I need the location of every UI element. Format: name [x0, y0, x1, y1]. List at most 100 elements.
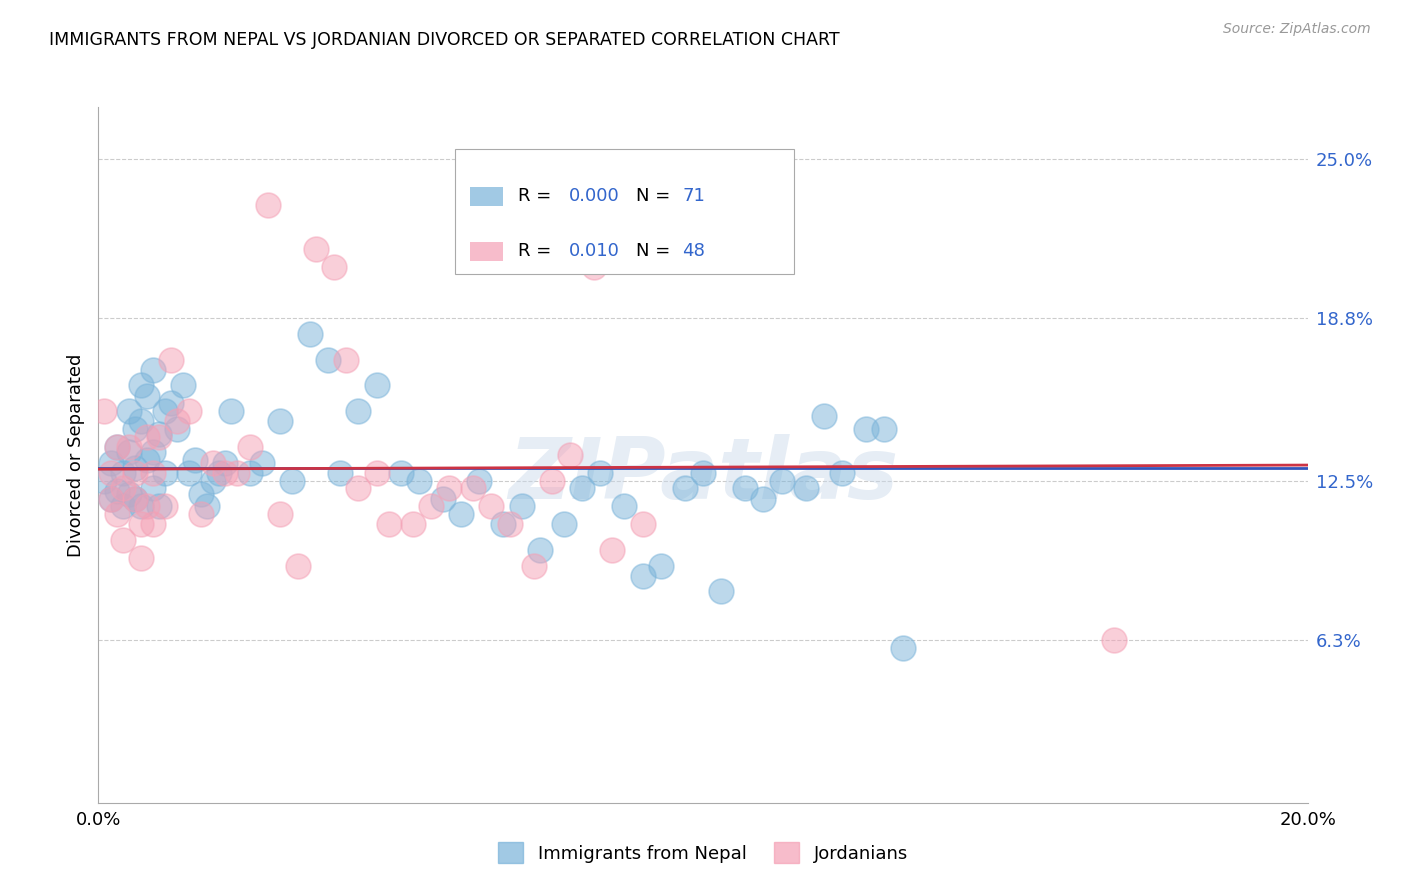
Point — [347, 482, 370, 496]
Point — [377, 517, 399, 532]
Point — [408, 474, 430, 488]
Point — [553, 517, 575, 532]
Point — [214, 456, 236, 470]
Point — [281, 474, 304, 488]
Point — [269, 507, 291, 521]
Point — [93, 404, 115, 418]
Point — [142, 445, 165, 459]
Point — [305, 242, 328, 256]
Point — [571, 482, 593, 496]
Point — [329, 466, 352, 480]
Point — [631, 517, 654, 532]
Point — [100, 466, 122, 480]
Point — [202, 474, 225, 488]
Point — [124, 491, 146, 506]
Point — [226, 466, 249, 480]
FancyBboxPatch shape — [470, 242, 503, 261]
Point — [710, 584, 733, 599]
Point — [389, 466, 412, 480]
Point — [105, 483, 128, 498]
Point — [873, 422, 896, 436]
Point — [111, 500, 134, 514]
Point — [692, 466, 714, 480]
Point — [481, 500, 503, 514]
Point — [510, 500, 533, 514]
Point — [450, 507, 472, 521]
Text: 48: 48 — [682, 243, 706, 260]
Point — [583, 260, 606, 274]
Point — [153, 500, 176, 514]
Point — [118, 440, 141, 454]
Text: ZIPatlas: ZIPatlas — [508, 434, 898, 517]
Point — [190, 486, 212, 500]
Point — [287, 558, 309, 573]
Point — [135, 389, 157, 403]
Point — [195, 500, 218, 514]
Point — [129, 500, 152, 514]
Point — [420, 500, 443, 514]
Point — [323, 260, 346, 274]
Point — [540, 474, 562, 488]
Point — [529, 543, 551, 558]
Point — [335, 352, 357, 367]
Text: N =: N = — [637, 243, 676, 260]
Point — [221, 404, 243, 418]
Point — [118, 404, 141, 418]
Point — [855, 422, 877, 436]
Point — [184, 453, 207, 467]
Point — [111, 482, 134, 496]
Text: IMMIGRANTS FROM NEPAL VS JORDANIAN DIVORCED OR SEPARATED CORRELATION CHART: IMMIGRANTS FROM NEPAL VS JORDANIAN DIVOR… — [49, 31, 839, 49]
Text: R =: R = — [517, 243, 557, 260]
Point — [105, 440, 128, 454]
Point — [190, 507, 212, 521]
Point — [316, 352, 339, 367]
Point — [613, 500, 636, 514]
Text: 0.000: 0.000 — [569, 187, 620, 205]
Point — [239, 466, 262, 480]
Point — [100, 456, 122, 470]
Y-axis label: Divorced or Separated: Divorced or Separated — [66, 353, 84, 557]
Point — [118, 445, 141, 459]
Point — [111, 533, 134, 547]
Point — [813, 409, 835, 424]
Point — [631, 569, 654, 583]
Point — [432, 491, 454, 506]
Point — [650, 558, 672, 573]
Point — [135, 500, 157, 514]
Point — [492, 517, 515, 532]
Point — [208, 466, 231, 480]
Text: R =: R = — [517, 187, 557, 205]
Point — [214, 466, 236, 480]
Point — [105, 507, 128, 521]
Point — [831, 466, 853, 480]
Point — [148, 500, 170, 514]
FancyBboxPatch shape — [456, 149, 793, 274]
Point — [366, 378, 388, 392]
Point — [179, 404, 201, 418]
Point — [135, 430, 157, 444]
Point — [239, 440, 262, 454]
Text: Source: ZipAtlas.com: Source: ZipAtlas.com — [1223, 22, 1371, 37]
Point — [124, 460, 146, 475]
Text: 71: 71 — [682, 187, 706, 205]
Point — [166, 422, 188, 436]
Point — [135, 453, 157, 467]
Point — [105, 440, 128, 454]
Point — [166, 414, 188, 428]
Point — [124, 422, 146, 436]
Point — [558, 448, 581, 462]
Point — [468, 474, 491, 488]
Point — [118, 486, 141, 500]
Point — [589, 466, 612, 480]
Point — [129, 414, 152, 428]
Point — [891, 641, 914, 656]
Point — [148, 430, 170, 444]
Point — [129, 378, 152, 392]
Point — [347, 404, 370, 418]
Legend: Immigrants from Nepal, Jordanians: Immigrants from Nepal, Jordanians — [491, 835, 915, 871]
Point — [602, 543, 624, 558]
Point — [142, 466, 165, 480]
Point — [256, 198, 278, 212]
Point — [129, 517, 152, 532]
Point — [142, 363, 165, 377]
